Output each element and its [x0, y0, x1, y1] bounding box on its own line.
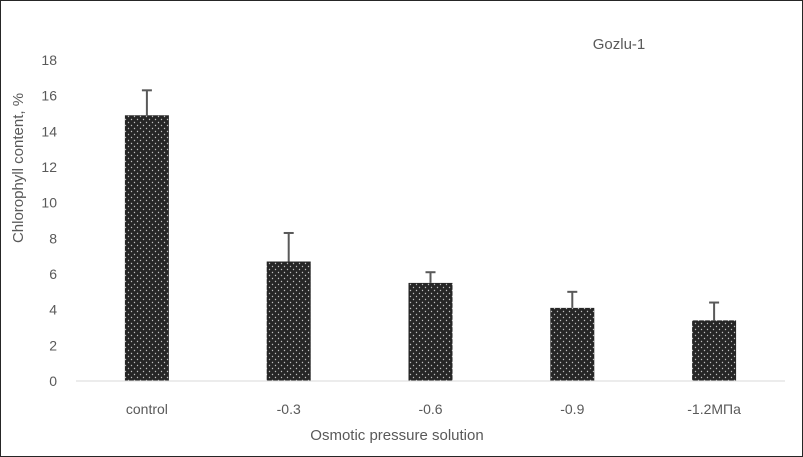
y-tick-label: 4: [49, 302, 57, 318]
y-tick-label: 8: [49, 230, 57, 246]
x-axis-title: Osmotic pressure solution: [310, 427, 483, 444]
y-tick-label: 2: [49, 337, 57, 353]
bar: [550, 307, 595, 381]
y-tick-label: 16: [41, 88, 57, 104]
x-tick-label: control: [126, 401, 168, 417]
y-tick-label: 0: [49, 373, 57, 389]
y-tick-label: 6: [49, 266, 57, 282]
x-tick-label: -1.2МПа: [687, 401, 741, 417]
x-tick-label: -0.6: [418, 401, 442, 417]
y-axis-title: Chlorophyll content, %: [10, 93, 27, 243]
x-tick-label: -0.3: [277, 401, 301, 417]
bar: [266, 261, 311, 381]
y-tick-label: 14: [41, 123, 57, 139]
x-tick-label: -0.9: [560, 401, 584, 417]
chart-title: Gozlu-1: [593, 36, 646, 53]
y-tick-label: 12: [41, 159, 57, 175]
bars: [124, 89, 737, 382]
bar: [408, 282, 453, 381]
y-tick-label: 18: [41, 52, 57, 68]
y-tick-label: 10: [41, 195, 57, 211]
bar: [692, 320, 737, 381]
bar: [124, 115, 169, 382]
y-axis-ticks: 0 2 4 6 8 10 12 14 16 18: [41, 52, 57, 389]
x-axis-ticks: control -0.3 -0.6 -0.9 -1.2МПа: [126, 401, 741, 417]
